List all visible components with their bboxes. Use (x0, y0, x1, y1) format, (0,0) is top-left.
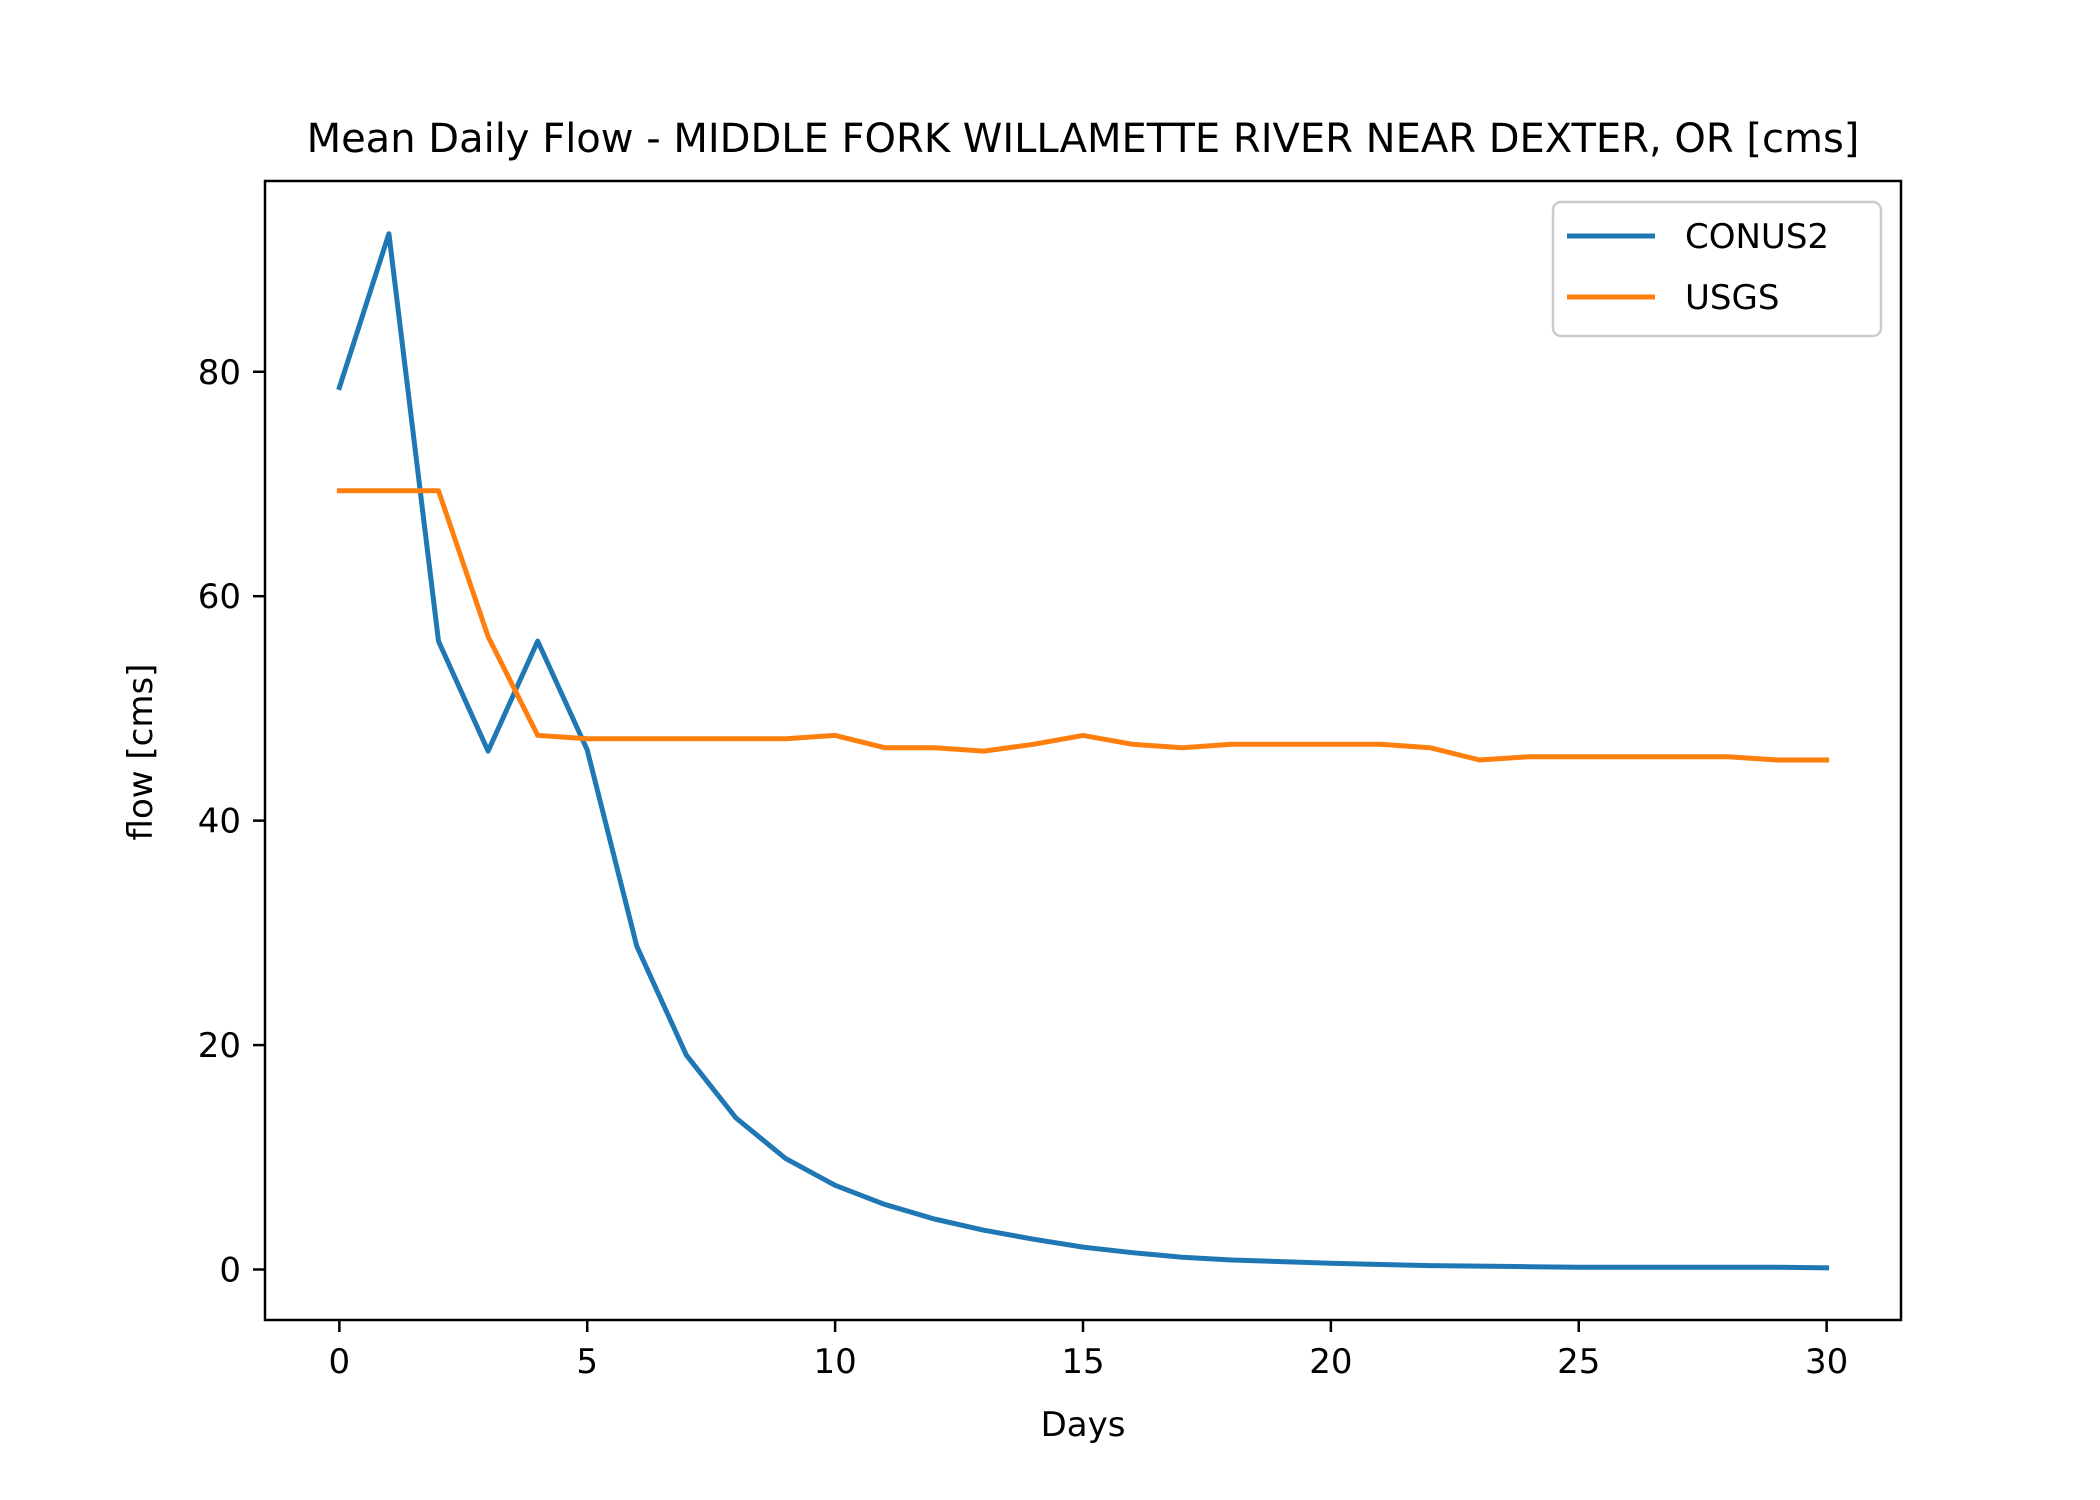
y-tick-label: 80 (198, 353, 241, 393)
series-line-usgs (336, 488, 1830, 763)
x-tick-label: 15 (1061, 1342, 1104, 1382)
x-tick-label: 20 (1309, 1342, 1352, 1382)
x-axis-label: Days (1041, 1405, 1126, 1445)
x-tick-label: 5 (576, 1342, 598, 1382)
y-axis-ticks: 0 20 40 60 80 (198, 353, 265, 1291)
y-tick-label: 0 (219, 1251, 241, 1291)
x-tick-label: 30 (1805, 1342, 1848, 1382)
y-tick-label: 60 (198, 577, 241, 617)
x-axis-ticks: 0 5 10 15 20 25 30 (329, 1320, 1848, 1382)
series-line-conus2 (336, 231, 1830, 1271)
chart-title: Mean Daily Flow - MIDDLE FORK WILLAMETTE… (307, 116, 1860, 162)
y-tick-label: 40 (198, 802, 241, 842)
y-tick-label: 20 (198, 1026, 241, 1066)
legend-label-conus2: CONUS2 (1685, 217, 1829, 257)
x-tick-label: 0 (329, 1342, 351, 1382)
x-tick-label: 25 (1557, 1342, 1600, 1382)
series-layer (336, 231, 1830, 1271)
legend: CONUS2 USGS (1551, 200, 1883, 338)
x-tick-label: 10 (813, 1342, 856, 1382)
legend-label-usgs: USGS (1685, 278, 1779, 318)
y-axis-label: flow [cms] (121, 664, 161, 841)
